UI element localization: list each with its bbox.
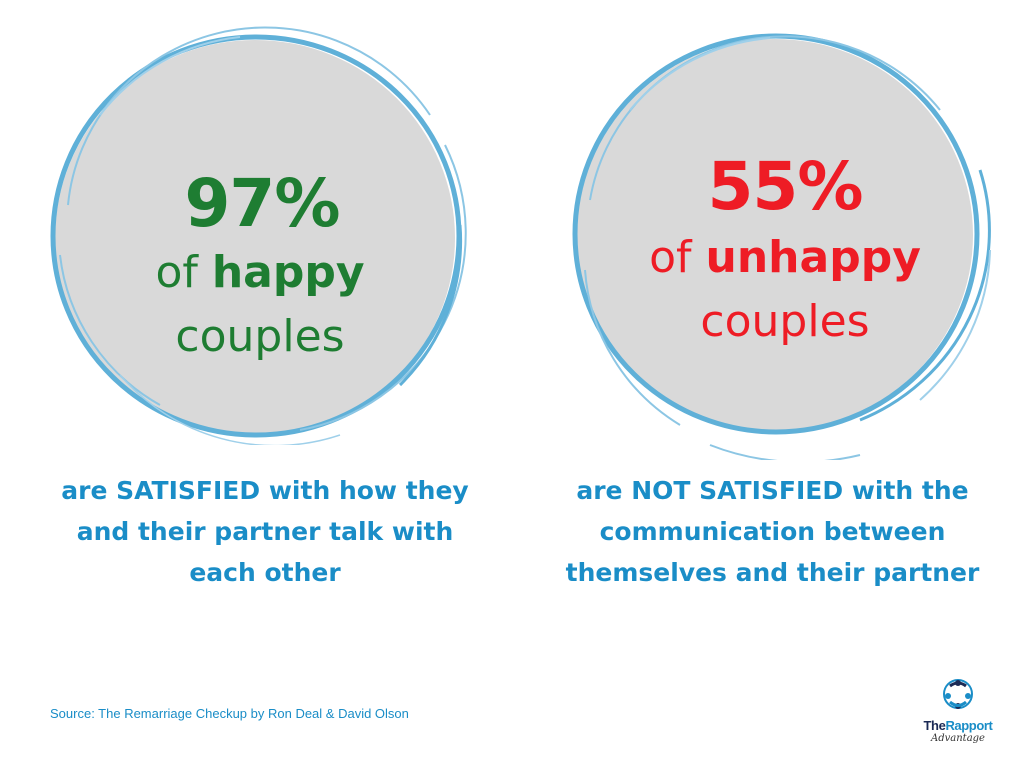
unhappy-couples-stat-circle: 55% of unhappy couples — [560, 30, 1010, 460]
happy-group-line: of happy — [40, 251, 480, 295]
happy-couples-text: 97% of happy couples — [40, 171, 480, 359]
happy-noun: couples — [175, 311, 345, 362]
logo-brand-part1: The — [923, 718, 946, 733]
of-word: of — [649, 232, 692, 283]
unhappy-percentage: 55% — [707, 148, 864, 225]
brush-circle-graphic — [50, 26, 467, 445]
unhappy-couples-caption: are NOT SATISFIED with the communication… — [565, 476, 980, 587]
logo-brand-part2: Rapport — [945, 718, 993, 733]
unhappy-couples-text: 55% of unhappy couples — [560, 154, 1010, 344]
happy-couples-caption: are SATISFIED with how they and their pa… — [61, 476, 469, 587]
logo-tagline: Advantage — [931, 733, 985, 744]
rapport-advantage-logo: TheRapport Advantage — [918, 676, 998, 756]
logo-brand-name: TheRapport — [918, 718, 998, 733]
unhappy-group-line: of unhappy — [560, 236, 1010, 280]
source-note: Source: The Remarriage Checkup by Ron De… — [50, 706, 409, 721]
happy-group-word: happy — [211, 247, 365, 298]
of-word: of — [155, 247, 198, 298]
people-circle-logo-icon — [943, 679, 973, 709]
happy-couples-stat-circle: 97% of happy couples — [40, 25, 480, 445]
unhappy-group-word: unhappy — [705, 232, 921, 283]
happy-percentage: 97% — [184, 165, 341, 242]
unhappy-noun: couples — [700, 296, 870, 347]
brush-circle-graphic — [572, 33, 991, 460]
